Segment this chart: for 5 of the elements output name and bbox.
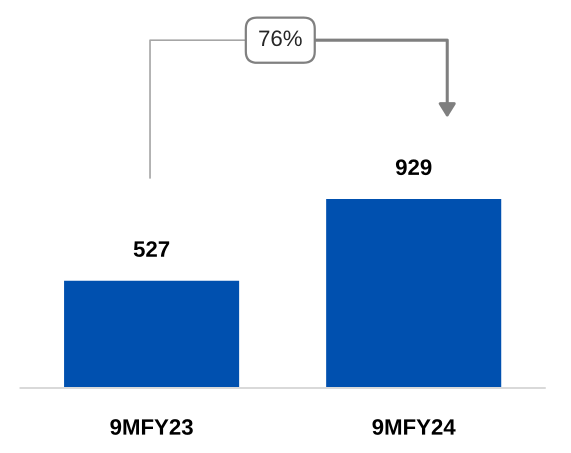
text: 76% xyxy=(259,30,302,46)
x-tick-label: 9MFY24 xyxy=(372,419,456,435)
x-tick-label: 9MFY23 xyxy=(110,419,193,435)
data-label: 929 xyxy=(396,159,432,176)
data-label: 527 xyxy=(134,241,170,257)
